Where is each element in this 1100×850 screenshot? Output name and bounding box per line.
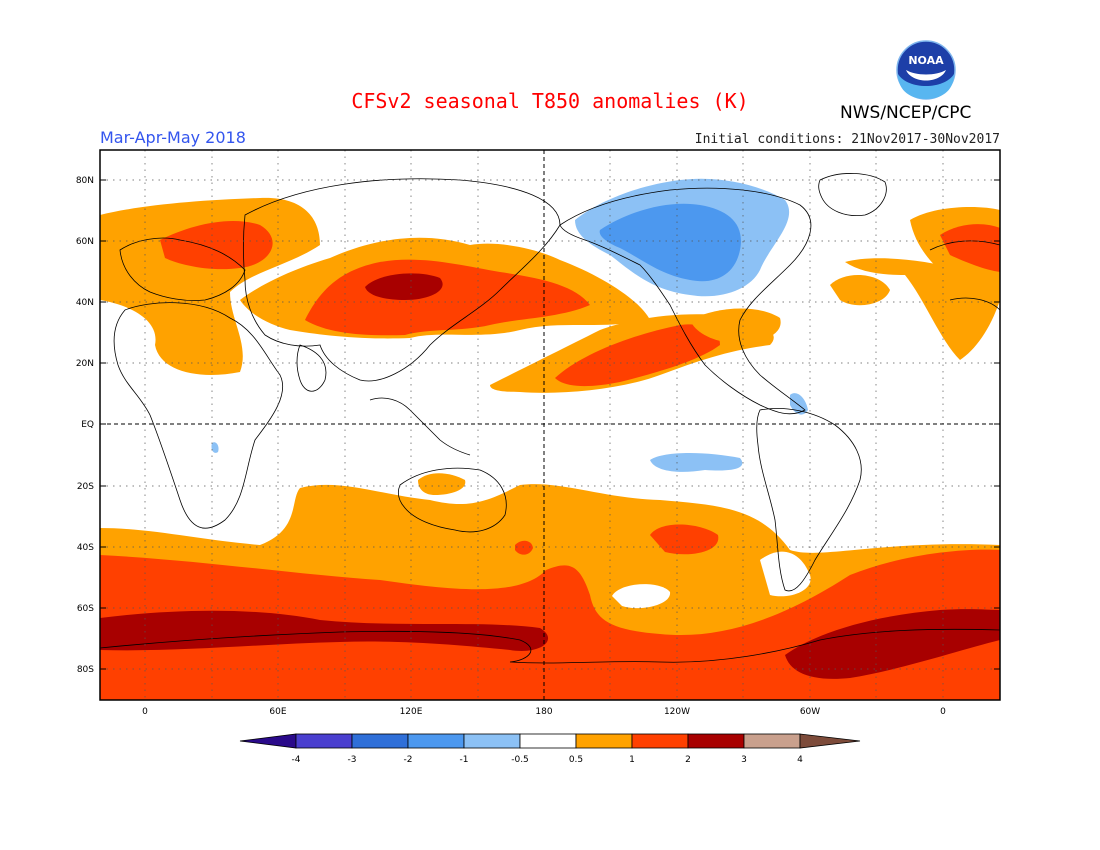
- noaa-logo-icon: NOAA: [896, 40, 956, 100]
- map-frame: [99, 149, 1001, 701]
- colorbar-swatch: [463, 733, 521, 749]
- lat-label: 40N: [76, 298, 94, 308]
- colorbar-high-arrow: [799, 733, 861, 749]
- colorbar-swatch: [743, 733, 801, 749]
- lon-label: 180: [535, 707, 552, 717]
- colorbar-swatch: [575, 733, 633, 749]
- lon-label: 120E: [400, 707, 423, 717]
- lon-label: 0: [142, 707, 148, 717]
- lat-ticks: [100, 179, 1000, 670]
- colorbar-swatch: [407, 733, 465, 749]
- lat-label: EQ: [81, 420, 94, 430]
- colorbar-label: -0.5: [511, 755, 529, 765]
- initial-conditions-label: Initial conditions: 21Nov2017-30Nov2017: [694, 132, 1000, 147]
- lat-label: 80S: [77, 665, 94, 675]
- colorbar-label: 1: [629, 755, 635, 765]
- page-title: CFSv2 seasonal T850 anomalies (K): [351, 89, 749, 113]
- lat-grid: [100, 179, 1000, 670]
- colorbar-label: 0.5: [569, 755, 583, 765]
- lon-label: 120W: [664, 707, 690, 717]
- colorbar: -4 -3 -2 -1 -0.5 0.5 1 2 3 4: [239, 733, 861, 765]
- colorbar-swatch: [519, 733, 577, 749]
- coastlines: [100, 173, 1000, 664]
- colorbar-label: 2: [685, 755, 691, 765]
- colorbar-label: 4: [797, 755, 803, 765]
- lat-label: 60N: [76, 237, 94, 247]
- logo-text: NOAA: [908, 54, 944, 67]
- lat-labels: 80N 60N 40N 20N EQ 20S 40S 60S 80S: [76, 176, 94, 675]
- northern-anomaly-field: [100, 178, 1000, 555]
- lon-labels: 0 60E 120E 180 120W 60W 0: [142, 707, 946, 717]
- lat-label: 20N: [76, 359, 94, 369]
- colorbar-label: -2: [404, 755, 413, 765]
- colorbar-label: -4: [292, 755, 301, 765]
- colorbar-low-arrow: [239, 733, 297, 749]
- southern-anomaly-field: [100, 484, 1000, 700]
- agency-label: NWS/NCEP/CPC: [840, 103, 972, 123]
- lon-label: 60E: [269, 707, 286, 717]
- colorbar-swatch: [687, 733, 745, 749]
- colorbar-swatch: [631, 733, 689, 749]
- lon-label: 0: [940, 707, 946, 717]
- colorbar-swatch: [351, 733, 409, 749]
- colorbar-label: -1: [460, 755, 469, 765]
- season-label: Mar-Apr-May 2018: [100, 128, 246, 147]
- lat-label: 60S: [77, 604, 94, 614]
- lon-label: 60W: [800, 707, 820, 717]
- colorbar-label: 3: [741, 755, 747, 765]
- lon-grid: [144, 150, 944, 700]
- colorbar-swatch: [295, 733, 353, 749]
- lat-label: 40S: [77, 543, 94, 553]
- colorbar-label: -3: [348, 755, 357, 765]
- lat-label: 20S: [77, 482, 94, 492]
- lat-label: 80N: [76, 176, 94, 186]
